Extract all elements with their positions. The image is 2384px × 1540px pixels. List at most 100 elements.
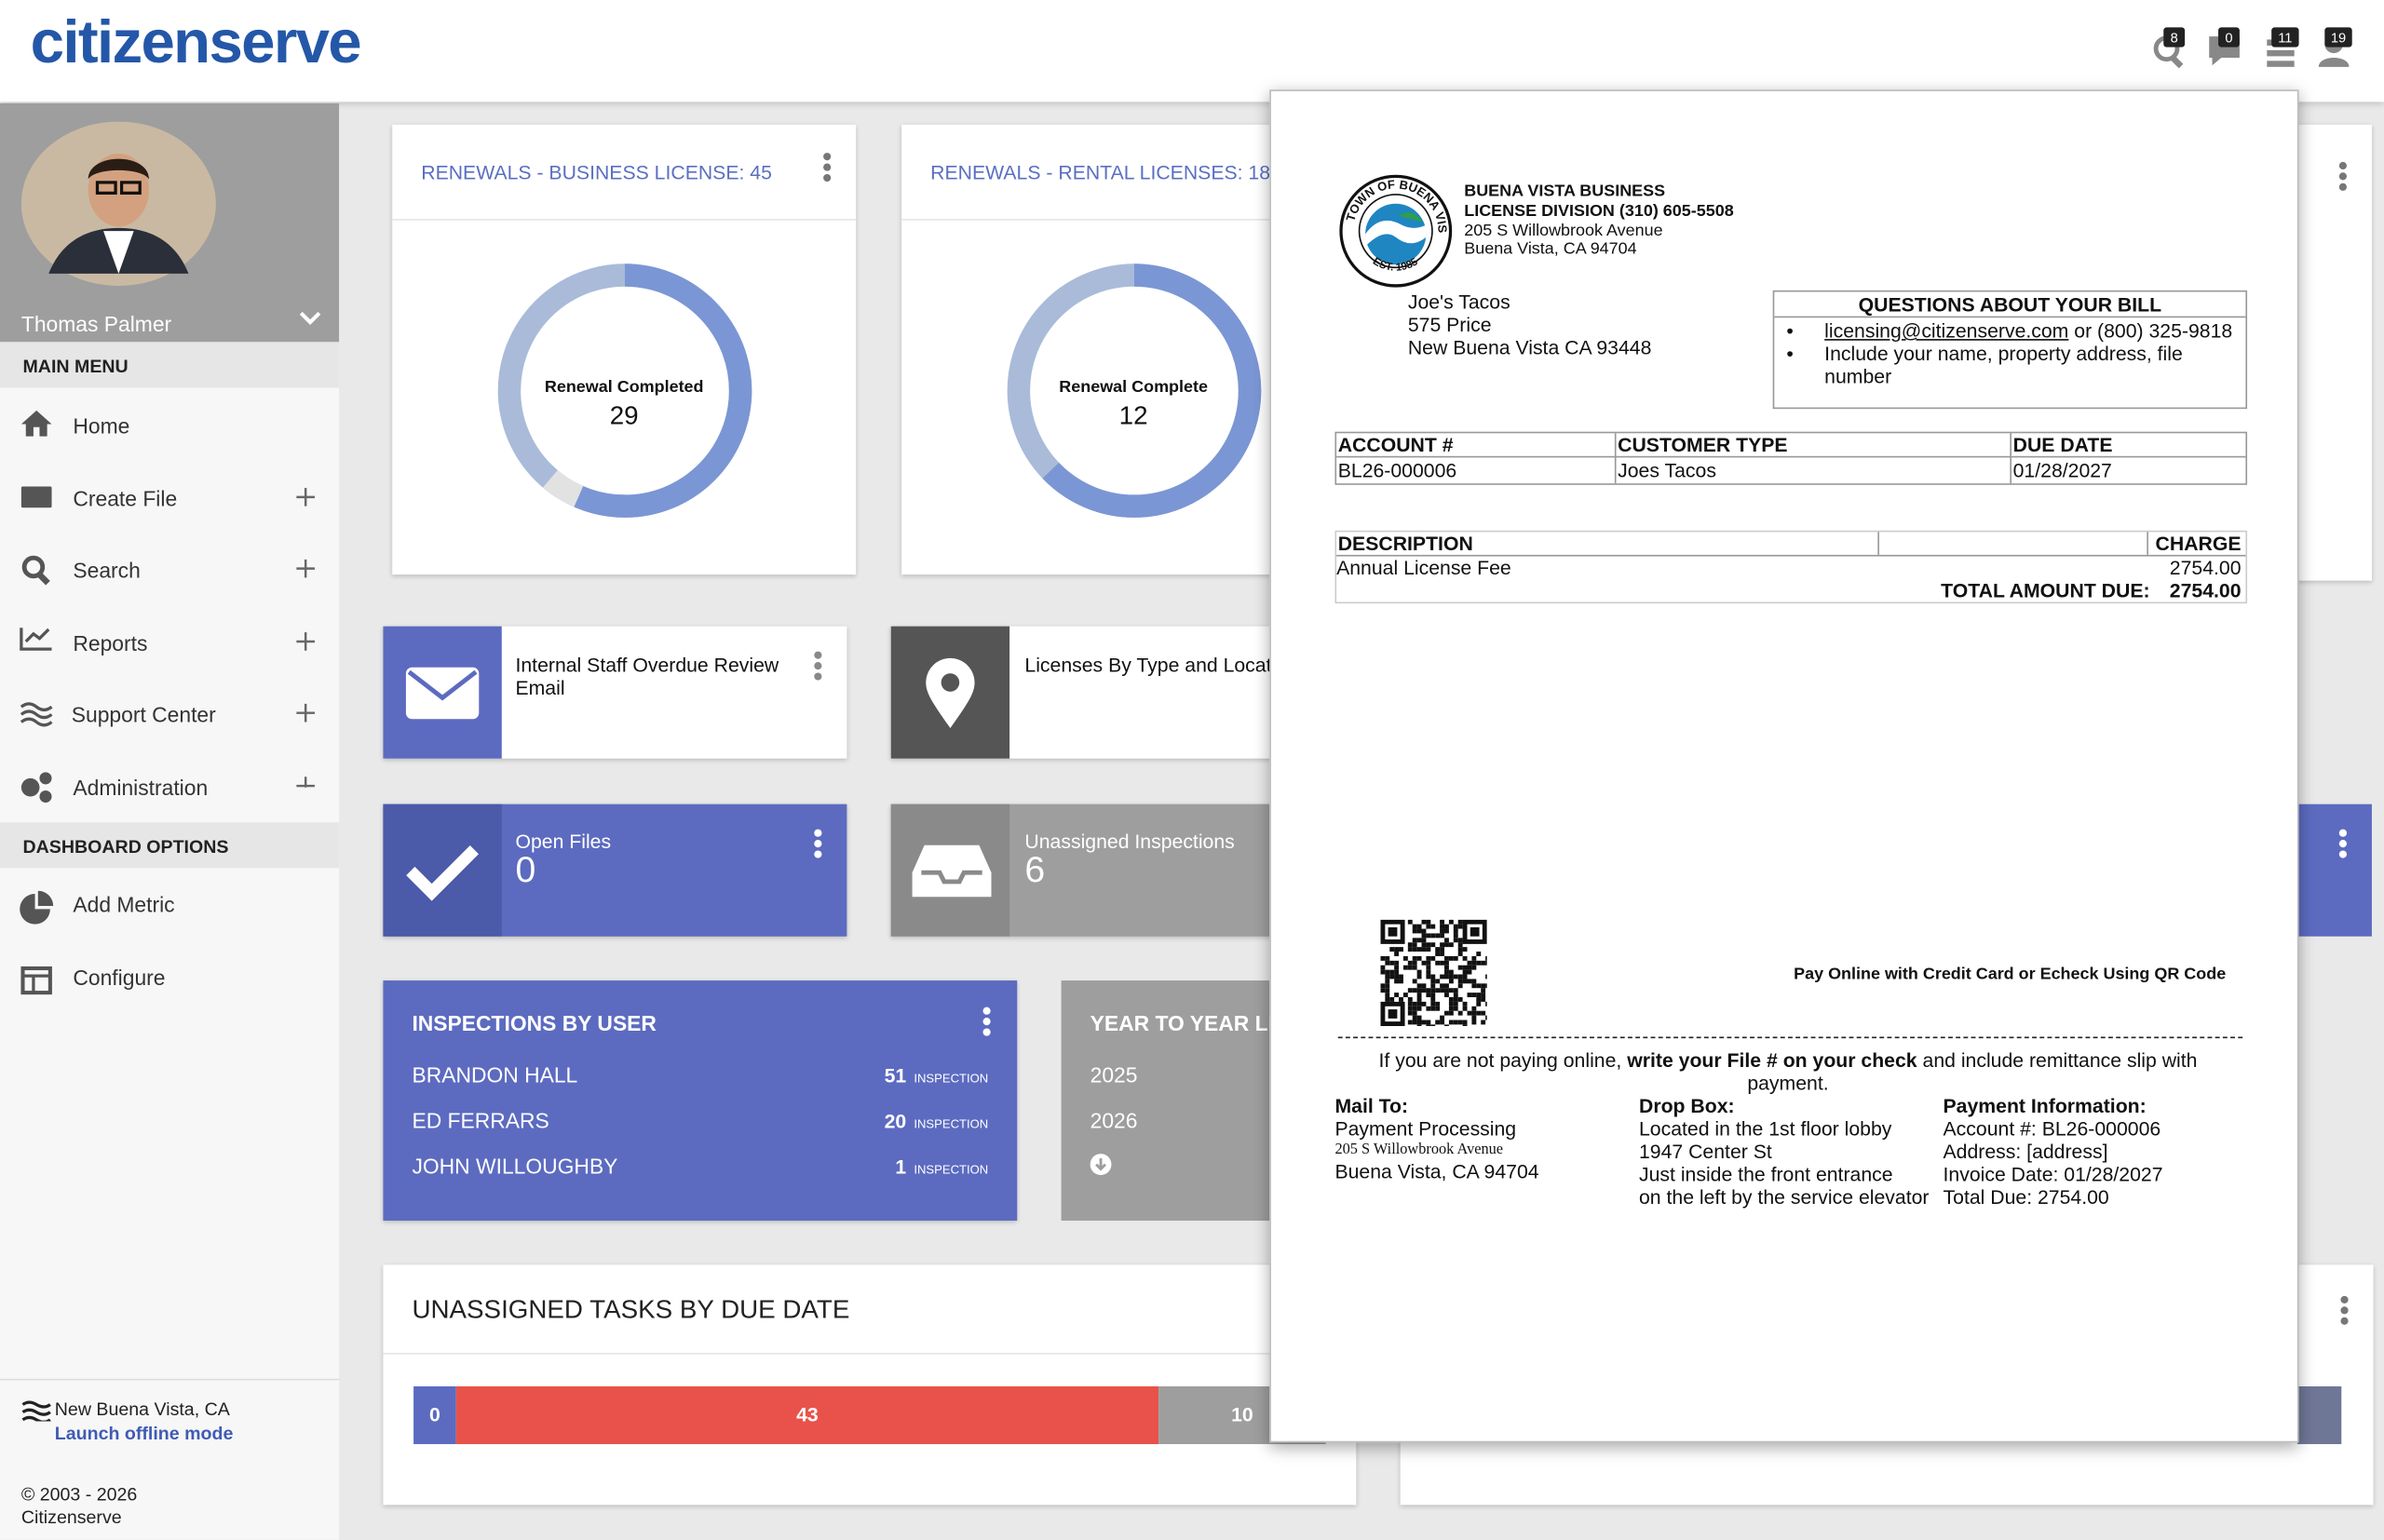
menu-item[interactable]: Support Center: [71, 702, 216, 727]
qr-module: [1485, 983, 1487, 989]
qr-module: [1440, 988, 1445, 993]
offline-link[interactable]: Launch offline mode: [54, 1423, 234, 1445]
seal-est: EST. 1985: [1371, 256, 1420, 274]
qr-module: [1421, 928, 1427, 934]
qr-module: [1399, 974, 1403, 979]
qr-module: [1453, 924, 1458, 929]
icon-block: [383, 804, 502, 937]
menu-item[interactable]: Add Metric: [73, 892, 175, 917]
bar-segment: [2296, 1385, 2342, 1445]
qr-module: [1394, 960, 1400, 966]
qr-module: [1448, 988, 1454, 993]
qr-module: [1471, 965, 1477, 970]
row-label: 2026: [1090, 1108, 1138, 1133]
qr-module: [1453, 974, 1458, 979]
menu-dots[interactable]: [2337, 829, 2349, 862]
bill-to: New Buena Vista CA 93448: [1407, 335, 1652, 359]
expand-icons[interactable]: [295, 483, 317, 788]
qr-module: [1426, 960, 1431, 966]
qr-module: [1448, 969, 1454, 975]
menu-dots[interactable]: [981, 1006, 993, 1040]
qr-module: [1471, 1006, 1477, 1011]
card-title: RENEWALS - RENTAL LICENSES: 18: [930, 161, 1271, 184]
menu-item[interactable]: Search: [73, 558, 141, 583]
qr-module: [1453, 1001, 1458, 1006]
qr-module: [1430, 955, 1436, 961]
qr-module: [1448, 955, 1454, 961]
qr-module: [1394, 952, 1400, 956]
bar-segment[interactable]: 43: [455, 1385, 1159, 1445]
qr-module: [1467, 960, 1472, 966]
qr-module: [1457, 938, 1463, 943]
email-link[interactable]: licensing@citizenserve.com: [1824, 318, 2069, 343]
qr-module: [1380, 955, 1386, 961]
qr-module: [1481, 988, 1486, 993]
menu-item[interactable]: Configure: [73, 965, 166, 990]
divider: [392, 219, 857, 221]
menu-dots[interactable]: [2337, 161, 2349, 195]
qr-module: [1412, 942, 1417, 948]
qr-module: [1412, 924, 1417, 929]
badge: 19: [2331, 32, 2346, 47]
chevron[interactable]: [299, 310, 321, 326]
qr-module: [1426, 1020, 1431, 1025]
count: 1: [895, 1155, 907, 1179]
menu-item[interactable]: Create File: [73, 486, 178, 511]
qr-module: [1448, 1020, 1454, 1025]
qr-module: [1476, 952, 1482, 956]
qr-module: [1476, 1001, 1482, 1006]
qr-module: [1440, 1020, 1445, 1025]
menu-dots[interactable]: [812, 651, 824, 684]
qr-code[interactable]: [1380, 919, 1487, 1027]
qr-module: [1453, 955, 1458, 961]
bar-segment[interactable]: 0: [413, 1385, 456, 1445]
menu-item[interactable]: Administration: [73, 775, 209, 800]
unit: INSPECTION: [914, 1072, 989, 1086]
menu-dots[interactable]: [812, 829, 824, 862]
qr-module: [1448, 942, 1454, 948]
card-title: YEAR TO YEAR LIC: [1090, 1010, 1290, 1035]
charges-table: DESCRIPTION CHARGE Annual License Fee 27…: [1334, 530, 2248, 604]
qr-module: [1440, 974, 1445, 979]
menu-item[interactable]: Reports: [73, 630, 148, 655]
qr-module: [1407, 1010, 1413, 1016]
qr-module: [1435, 960, 1441, 966]
remit-part: write your File # on your check: [1627, 1048, 1917, 1073]
menu-dots[interactable]: [2338, 1295, 2350, 1329]
qr-module: [1444, 1010, 1449, 1016]
qr-module: [1440, 960, 1445, 966]
counter-card[interactable]: Open Files 0: [383, 804, 847, 937]
seal: TOWN OF BUENA VISTA EST. 1985: [1338, 173, 1453, 288]
qr-module: [1385, 997, 1390, 1002]
link-title[interactable]: Internal Staff Overdue Review Email: [515, 654, 779, 700]
qr-module: [1471, 955, 1477, 961]
download-icon[interactable]: [1090, 1154, 1112, 1176]
qr-module: [1467, 965, 1472, 970]
total-label: TOTAL AMOUNT DUE:: [1941, 579, 2150, 602]
logo[interactable]: citizenserve: [30, 8, 362, 76]
user-name[interactable]: Thomas Palmer: [20, 311, 172, 336]
row-label: 2025: [1090, 1062, 1138, 1087]
qr-module: [1453, 928, 1458, 934]
qr-module: [1457, 1010, 1463, 1016]
menu-dots[interactable]: [821, 152, 833, 185]
qr-module: [1421, 933, 1427, 939]
qr-module: [1389, 960, 1395, 966]
qr-module: [1421, 960, 1427, 966]
link-title[interactable]: Licenses By Type and Locati: [1024, 654, 1277, 677]
qr-module: [1426, 993, 1431, 998]
menu-item[interactable]: Home: [73, 413, 130, 439]
qr-module: [1412, 1001, 1417, 1006]
qr-module: [1462, 969, 1468, 975]
qr-module: [1457, 979, 1463, 984]
qr-module: [1440, 924, 1445, 929]
qr-module: [1385, 983, 1390, 989]
qr-module: [1457, 924, 1463, 929]
link-card[interactable]: Internal Staff Overdue Review Email: [383, 626, 847, 759]
list-card: INSPECTIONS BY USER BRANDON HALL 51 INSPEC…: [383, 980, 1018, 1222]
bullet: •: [1786, 342, 1794, 365]
user-count: 1 INSPECTION: [895, 1154, 988, 1181]
col-title: Payment Information:: [1943, 1094, 2147, 1117]
card-title: RENEWALS - BUSINESS LICENSE: 45: [421, 161, 772, 184]
renewal-card: RENEWALS - BUSINESS LICENSE: 45 Renewal …: [392, 124, 857, 575]
